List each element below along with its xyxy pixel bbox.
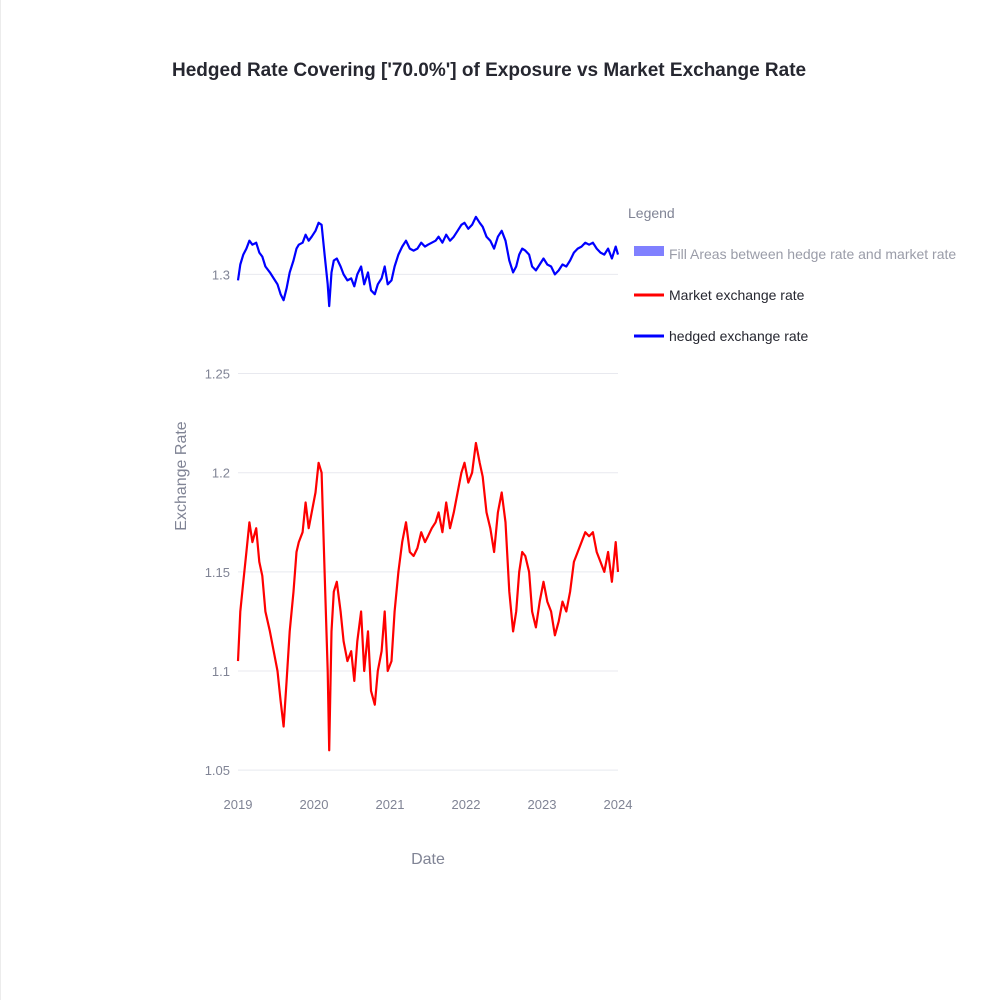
x-tick-label: 2020 xyxy=(300,797,329,812)
series-line-market-exchange-rate xyxy=(236,441,620,752)
x-axis-title: Date xyxy=(411,851,445,868)
legend-item-fill-areas[interactable]: Fill Areas between hedge rate and market… xyxy=(634,246,956,262)
x-tick-label: 2022 xyxy=(452,797,481,812)
legend-label-market-rate: Market exchange rate xyxy=(669,287,805,303)
legend-fill-swatch xyxy=(634,246,664,256)
legend-label-fill-areas: Fill Areas between hedge rate and market… xyxy=(669,246,956,262)
y-axis-title: Exchange Rate xyxy=(173,421,190,531)
legend: Legend Fill Areas between hedge rate and… xyxy=(628,205,956,344)
y-tick-label: 1.25 xyxy=(205,367,230,382)
y-tick-label: 1.2 xyxy=(212,466,230,481)
y-tick-label: 1.15 xyxy=(205,565,230,580)
y-tick-label: 1.1 xyxy=(212,664,230,679)
x-tick-label: 2021 xyxy=(376,797,405,812)
chart-title: Hedged Rate Covering ['70.0%'] of Exposu… xyxy=(172,60,806,81)
series-line-hedged-exchange-rate xyxy=(236,215,620,308)
legend-title: Legend xyxy=(628,205,675,221)
y-tick-labels: 1.05 1.1 1.15 1.2 1.25 1.3 xyxy=(205,267,230,778)
x-tick-labels: 2019 2020 2021 2022 2023 2024 xyxy=(224,797,633,812)
y-tick-label: 1.3 xyxy=(212,267,230,282)
x-tick-label: 2024 xyxy=(604,797,633,812)
x-tick-label: 2019 xyxy=(224,797,253,812)
legend-item-market-rate[interactable]: Market exchange rate xyxy=(634,287,805,303)
x-tick-label: 2023 xyxy=(528,797,557,812)
legend-item-hedged-rate[interactable]: hedged exchange rate xyxy=(634,328,809,344)
legend-label-hedged-rate: hedged exchange rate xyxy=(669,328,809,344)
series-layer xyxy=(236,215,620,752)
page-left-rule xyxy=(0,0,1,1000)
grid-layer xyxy=(238,273,618,771)
y-tick-label: 1.05 xyxy=(205,763,230,778)
